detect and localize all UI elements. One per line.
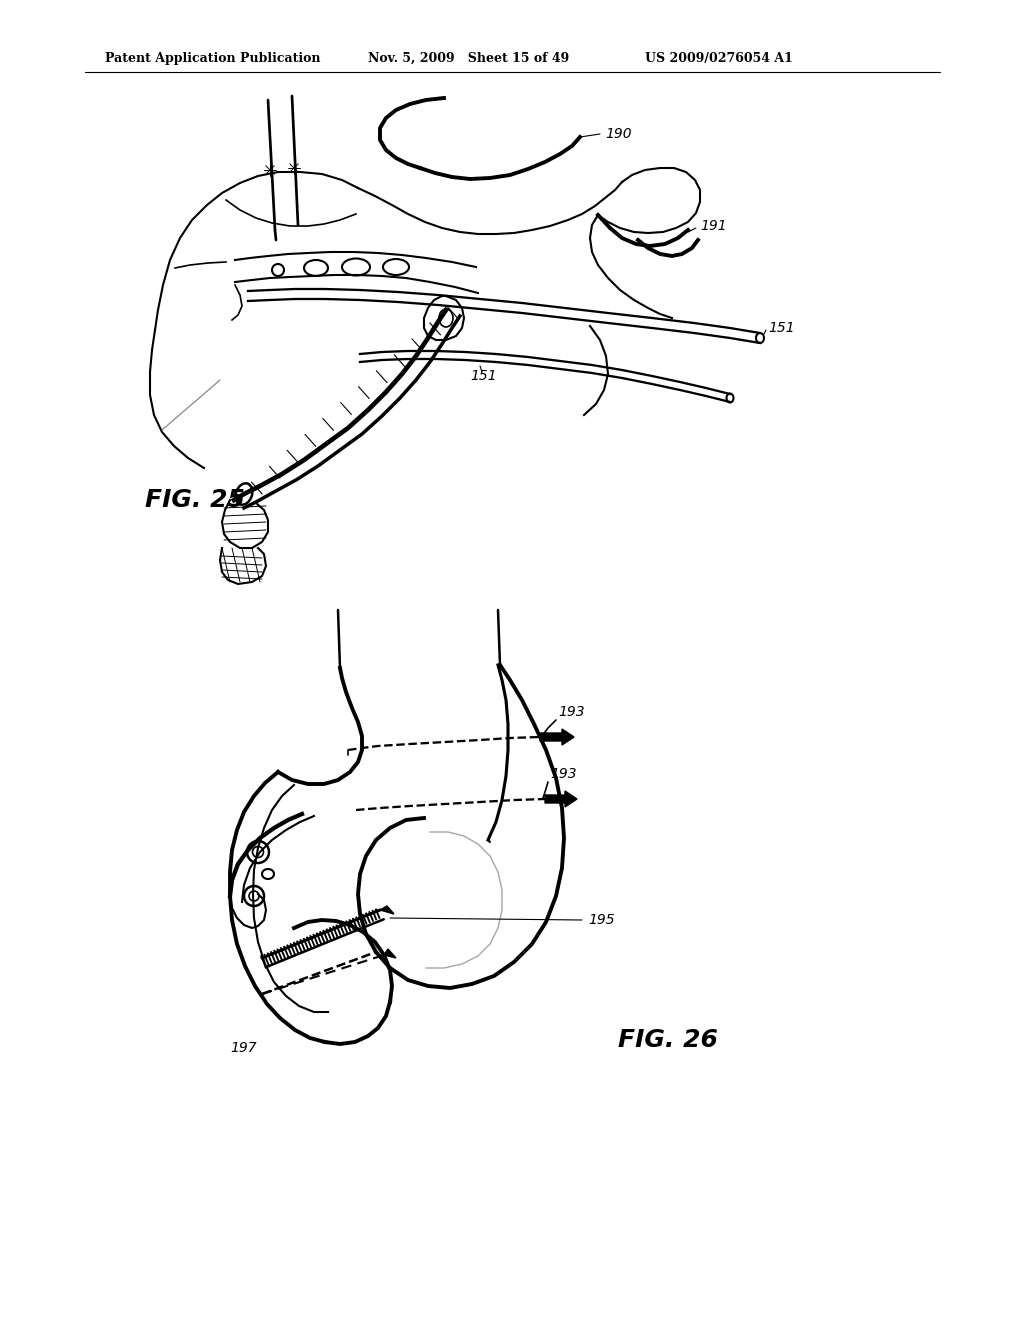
Text: 190: 190 — [605, 127, 632, 141]
Text: 195: 195 — [588, 913, 614, 927]
Polygon shape — [545, 791, 577, 807]
Text: 193: 193 — [558, 705, 585, 719]
Text: 151: 151 — [471, 370, 498, 383]
Text: Nov. 5, 2009   Sheet 15 of 49: Nov. 5, 2009 Sheet 15 of 49 — [368, 51, 569, 65]
Polygon shape — [380, 906, 394, 913]
Text: 193: 193 — [550, 767, 577, 781]
Text: 151: 151 — [768, 321, 795, 335]
Text: FIG. 25: FIG. 25 — [145, 488, 245, 512]
Polygon shape — [384, 949, 396, 958]
Text: 197: 197 — [230, 1041, 257, 1055]
Polygon shape — [540, 729, 574, 744]
Text: FIG. 26: FIG. 26 — [618, 1028, 718, 1052]
Text: Patent Application Publication: Patent Application Publication — [105, 51, 321, 65]
Text: US 2009/0276054 A1: US 2009/0276054 A1 — [645, 51, 793, 65]
Text: 191: 191 — [700, 219, 727, 234]
